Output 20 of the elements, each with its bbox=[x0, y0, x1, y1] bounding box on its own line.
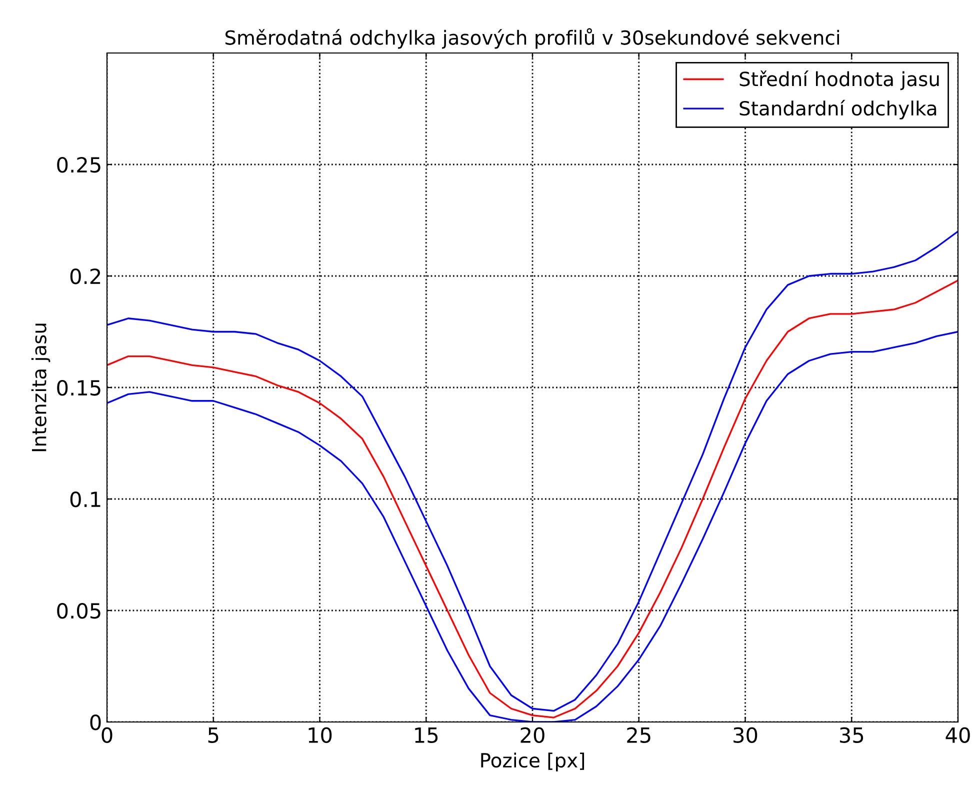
legend-label: Standardní odchylka bbox=[740, 100, 936, 120]
x-tick-label: 20 bbox=[520, 727, 544, 743]
y-tick-label: 0.05 bbox=[57, 602, 100, 619]
y-tick-label: 0.25 bbox=[57, 156, 100, 173]
y-tick-label: 0.2 bbox=[70, 268, 100, 284]
y-tick-label: 0 bbox=[90, 714, 101, 730]
x-tick-label: 15 bbox=[415, 728, 438, 743]
x-tick-label: 10 bbox=[308, 727, 332, 743]
y-tick-label: 0.1 bbox=[70, 491, 100, 508]
x-tick-label: 5 bbox=[208, 728, 218, 743]
x-tick-label: 25 bbox=[627, 727, 650, 743]
x-tick-label: 0 bbox=[102, 727, 112, 743]
x-axis-title: Pozice [px] bbox=[481, 752, 584, 772]
y-axis-title: Intenzita jasu bbox=[31, 324, 50, 452]
x-tick-label: 30 bbox=[734, 727, 758, 743]
legend-label: Střední hodnota jasu bbox=[740, 70, 939, 90]
y-tick-label: 0.15 bbox=[57, 380, 100, 396]
chart-title: Směrodatná odchylka jasových profilů v 30sekundové sekvenci bbox=[225, 28, 839, 49]
x-tick-label: 35 bbox=[840, 727, 864, 743]
x-tick-label: 40 bbox=[946, 727, 970, 743]
